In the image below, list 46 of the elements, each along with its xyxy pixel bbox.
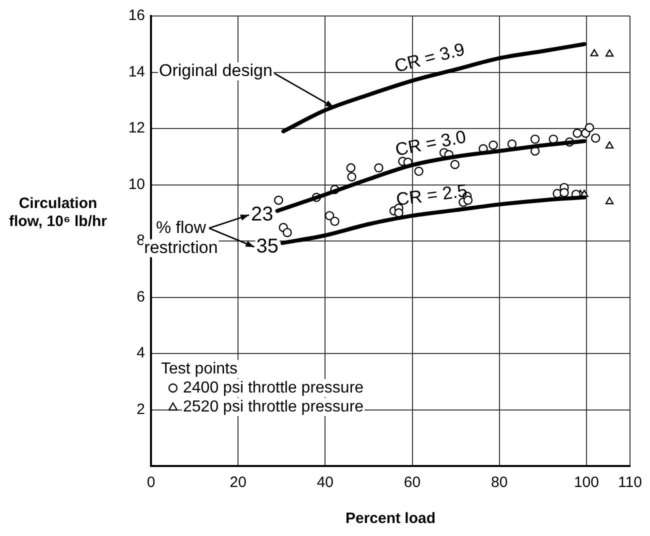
x-tick-label: 0 — [146, 474, 156, 492]
x-tick-label: 40 — [316, 474, 334, 492]
point — [450, 160, 460, 170]
point — [530, 134, 540, 144]
point — [605, 197, 614, 204]
point — [572, 128, 582, 138]
point — [374, 163, 384, 172]
point — [274, 196, 284, 205]
x-tick-label: 60 — [404, 474, 421, 492]
x-axis-title: Percent load — [345, 510, 436, 528]
point — [324, 211, 334, 220]
x-tick-label: 110 — [618, 474, 642, 492]
point — [488, 140, 498, 150]
point — [347, 172, 356, 182]
point — [584, 123, 594, 132]
text: CR = 2.5 — [394, 180, 468, 210]
point — [330, 216, 340, 226]
point — [605, 141, 614, 149]
annotation: 23 — [251, 203, 274, 226]
text: CR = 3.0 — [394, 126, 468, 160]
point — [414, 166, 424, 176]
text: CR = 3.9 — [392, 38, 467, 76]
annotation: 35 — [256, 235, 279, 258]
y-tick-label: 6 — [136, 288, 145, 306]
point — [605, 49, 614, 57]
y-tick-label: 10 — [128, 176, 145, 193]
y-tick-label: 2 — [136, 400, 145, 418]
y-tick-label: 12 — [128, 120, 145, 137]
point — [282, 228, 292, 238]
legend-title: Test points — [161, 360, 238, 378]
x-tick-label: 100 — [574, 474, 599, 492]
y-axis-title: Circulation flow, 10⁶ lb/hr — [8, 195, 108, 231]
x-tick-label: 80 — [491, 474, 508, 492]
legend-label: 2520 psi throttle pressure — [183, 398, 364, 416]
point — [560, 188, 569, 198]
x-tick-label: 20 — [230, 474, 246, 492]
y-tick-label: 4 — [136, 344, 145, 362]
point — [346, 163, 356, 172]
y-tick-label: 16 — [128, 7, 145, 24]
y-tick-label: 14 — [128, 63, 145, 80]
annotation: Original design — [159, 61, 272, 80]
point — [590, 49, 598, 56]
point — [507, 139, 517, 149]
annotation: % flow restriction — [144, 218, 218, 257]
point — [591, 133, 600, 143]
legend-label: 2400 psi throttle pressure — [183, 379, 364, 396]
